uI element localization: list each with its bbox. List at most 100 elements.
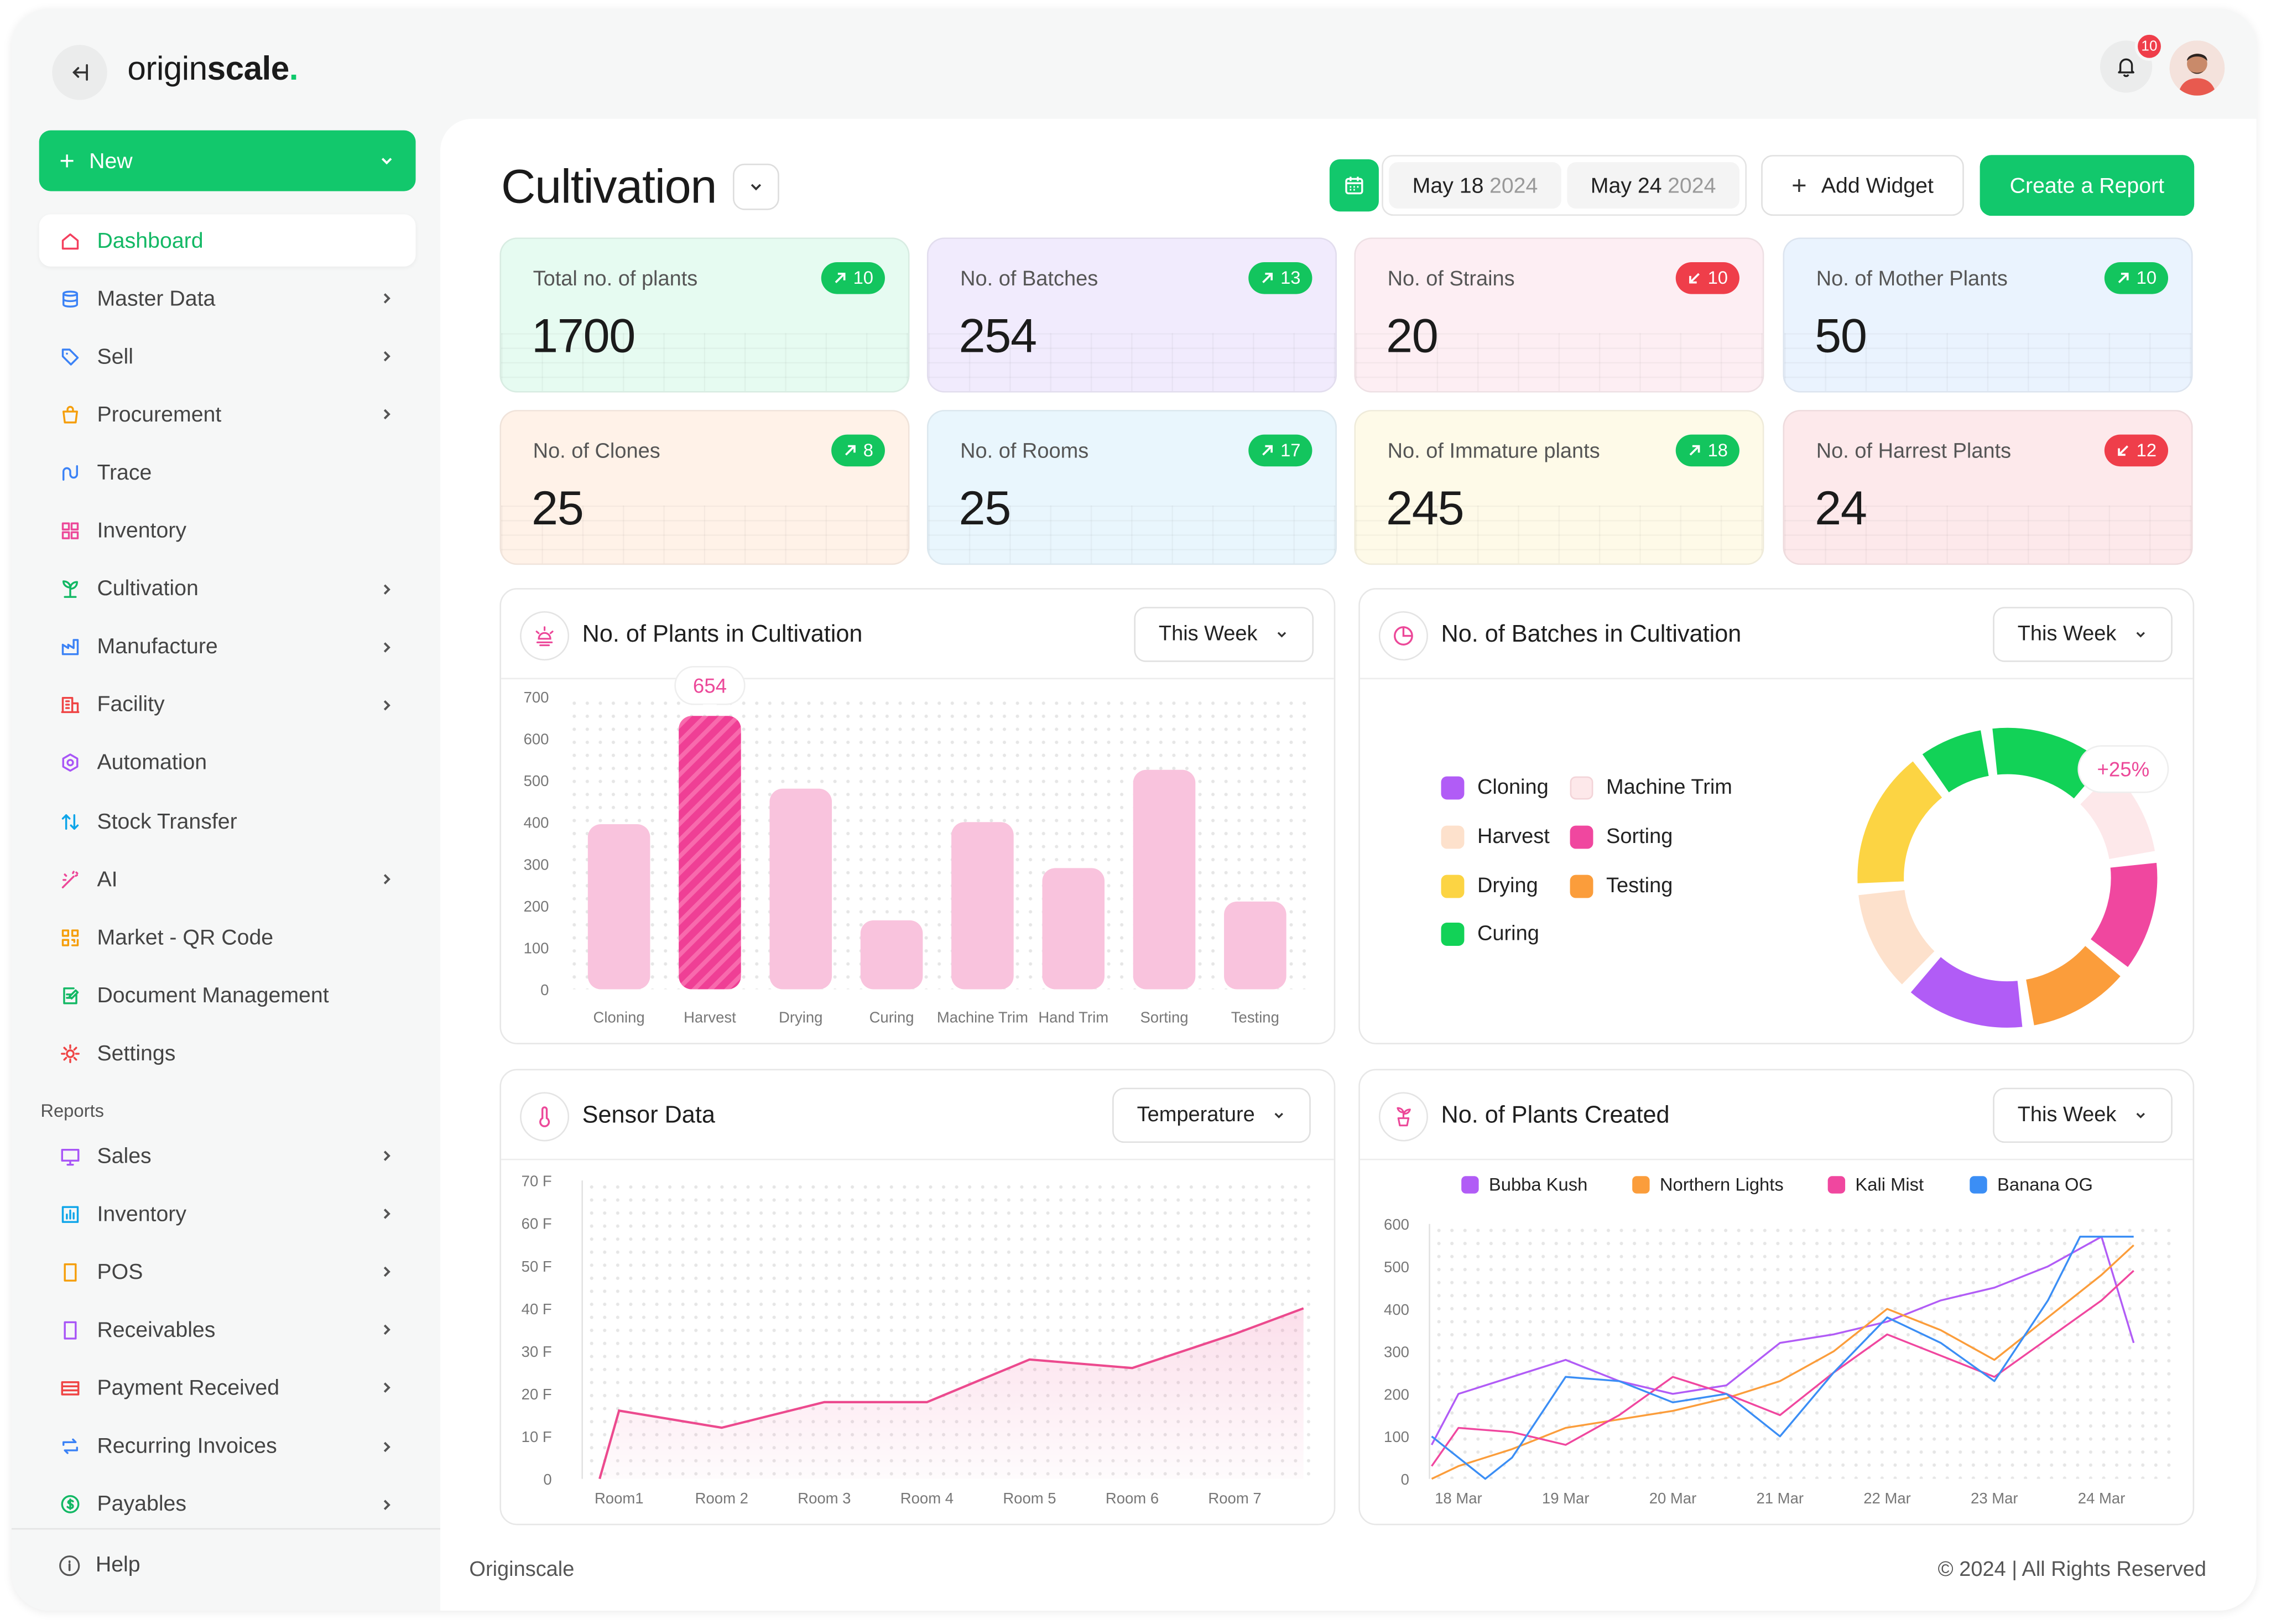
panel-header: Sensor Data Temperature bbox=[501, 1070, 1334, 1160]
sidebar-item-automation[interactable]: Automation bbox=[39, 737, 416, 789]
sidebar-item-stock-transfer[interactable]: Stock Transfer bbox=[39, 795, 416, 847]
sidebar-item-ai[interactable]: AI bbox=[39, 853, 416, 905]
stat-card[interactable]: No. of Clones 25 8 bbox=[499, 410, 910, 565]
new-button[interactable]: + New bbox=[39, 130, 416, 191]
bar[interactable] bbox=[951, 822, 1014, 990]
sidebar-item-payables[interactable]: Payables bbox=[39, 1479, 416, 1531]
sidebar-item-procurement[interactable]: Procurement bbox=[39, 389, 416, 441]
stat-card[interactable]: No. of Rooms 25 17 bbox=[926, 410, 1337, 565]
stat-card[interactable]: No. of Mother Plants 50 10 bbox=[1783, 237, 2193, 393]
series-line[interactable] bbox=[1431, 1269, 2134, 1467]
date-from-field[interactable]: May 18 2024 bbox=[1389, 162, 1561, 209]
x-tick-label: 18 Mar bbox=[1435, 1490, 1482, 1507]
calendar-button[interactable] bbox=[1329, 159, 1379, 212]
legend-item[interactable]: Sorting bbox=[1570, 825, 1673, 849]
series-line[interactable] bbox=[1430, 1236, 2135, 1445]
legend-swatch bbox=[1441, 776, 1465, 800]
sidebar-item-settings[interactable]: Settings bbox=[39, 1028, 416, 1080]
help-link[interactable]: Help bbox=[58, 1553, 140, 1578]
sidebar-item-inventory[interactable]: Inventory bbox=[39, 1188, 416, 1240]
legend-label: Machine Trim bbox=[1606, 776, 1732, 800]
bar[interactable] bbox=[1224, 901, 1286, 990]
legend-item[interactable]: Bubba Kush bbox=[1461, 1175, 1587, 1195]
legend-item[interactable]: Testing bbox=[1570, 875, 1673, 898]
sidebar-item-facility[interactable]: Facility bbox=[39, 679, 416, 731]
user-avatar[interactable] bbox=[2169, 40, 2225, 96]
bar[interactable] bbox=[1042, 868, 1105, 990]
page-switcher-dropdown[interactable] bbox=[733, 163, 779, 210]
create-report-button[interactable]: Create a Report bbox=[1980, 155, 2195, 216]
x-tick-label: Curing bbox=[869, 1009, 914, 1026]
trend-badge: 13 bbox=[1248, 262, 1312, 294]
date-to-field[interactable]: May 24 2024 bbox=[1567, 162, 1739, 209]
sidebar-item-master-data[interactable]: Master Data bbox=[39, 273, 416, 325]
donut-segment[interactable] bbox=[1857, 888, 1936, 986]
legend-item[interactable]: Cloning bbox=[1441, 776, 1549, 800]
legend-label: Banana OG bbox=[1997, 1174, 2093, 1195]
stat-card[interactable]: Total no. of plants 1700 10 bbox=[499, 237, 910, 393]
stat-card[interactable]: No. of Harrest Plants 24 12 bbox=[1783, 410, 2193, 565]
donut-segment[interactable] bbox=[2024, 944, 2122, 1027]
y-tick-label: 200 bbox=[1384, 1386, 1409, 1403]
legend-item[interactable]: Drying bbox=[1441, 875, 1538, 898]
sidebar-item-label: Market - QR Code bbox=[97, 925, 274, 950]
created-period-dropdown[interactable]: This Week bbox=[1993, 1087, 2173, 1143]
y-tick-label: 30 F bbox=[522, 1343, 552, 1360]
bar-chart: 700 600 500 400 300 200 100 0 Cloning Harvest 654 D… bbox=[524, 665, 1286, 1026]
sidebar-item-document-management[interactable]: Document Management bbox=[39, 970, 416, 1022]
bar[interactable] bbox=[1133, 769, 1196, 990]
sidebar-item-payment-received[interactable]: Payment Received bbox=[39, 1362, 416, 1414]
sidebar-item-label: Dashboard bbox=[97, 228, 204, 253]
stat-value: 245 bbox=[1386, 481, 1465, 535]
bar[interactable] bbox=[769, 788, 832, 990]
plants-period-dropdown[interactable]: This Week bbox=[1134, 607, 1314, 662]
legend-item[interactable]: Harvest bbox=[1441, 825, 1550, 849]
donut-segment[interactable] bbox=[2088, 861, 2159, 969]
donut-segment[interactable] bbox=[1909, 955, 2024, 1029]
batches-in-cultivation-panel: No. of Batches in Cultivation This Week … bbox=[1358, 588, 2195, 1045]
panel-title: Sensor Data bbox=[582, 1102, 715, 1128]
sidebar-item-cultivation[interactable]: Cultivation bbox=[39, 563, 416, 615]
batches-period-dropdown[interactable]: This Week bbox=[1993, 607, 2173, 662]
bar[interactable] bbox=[587, 824, 650, 990]
stat-card[interactable]: No. of Strains 20 10 bbox=[1354, 237, 1764, 393]
series-line[interactable] bbox=[1431, 1236, 2134, 1480]
plus-icon: + bbox=[1791, 170, 1807, 200]
sidebar-item-inventory[interactable]: Inventory bbox=[39, 505, 416, 557]
sidebar-item-market-qr-code[interactable]: Market - QR Code bbox=[39, 912, 416, 964]
sidebar-item-sales[interactable]: Sales bbox=[39, 1130, 416, 1182]
plants-created-panel: No. of Plants Created This Week Bubba Ku… bbox=[1358, 1069, 2195, 1526]
sidebar-item-recurring-invoices[interactable]: Recurring Invoices bbox=[39, 1420, 416, 1472]
donut-segment[interactable] bbox=[1920, 728, 1991, 794]
sidebar-item-receivables[interactable]: Receivables bbox=[39, 1304, 416, 1356]
legend-item[interactable]: Northern Lights bbox=[1632, 1175, 1784, 1195]
add-widget-button[interactable]: + Add Widget bbox=[1761, 155, 1964, 216]
bar[interactable] bbox=[679, 716, 741, 990]
legend-item[interactable]: Machine Trim bbox=[1570, 776, 1732, 800]
sidebar-item-label: Sales bbox=[97, 1143, 152, 1168]
sidebar-item-manufacture[interactable]: Manufacture bbox=[39, 621, 416, 673]
legend-item[interactable]: Banana OG bbox=[1970, 1175, 2093, 1195]
sensor-metric-dropdown[interactable]: Temperature bbox=[1112, 1087, 1311, 1143]
donut-segment[interactable] bbox=[1856, 759, 1944, 885]
x-tick-label: Room 5 bbox=[1003, 1490, 1056, 1507]
sensor-data-panel: Sensor Data Temperature 70 F 60 F 50 F 40 F… bbox=[499, 1069, 1336, 1526]
legend-item[interactable]: Kali Mist bbox=[1827, 1175, 1924, 1195]
trend-value: 17 bbox=[1280, 440, 1301, 461]
bar[interactable] bbox=[860, 920, 923, 990]
sidebar-item-sell[interactable]: Sell bbox=[39, 331, 416, 383]
area-line[interactable] bbox=[598, 1307, 1304, 1480]
legend-label: Northern Lights bbox=[1659, 1174, 1784, 1195]
sidebar-item-pos[interactable]: POS bbox=[39, 1246, 416, 1298]
stat-card[interactable]: No. of Batches 254 13 bbox=[926, 237, 1337, 393]
legend-item[interactable]: Curing bbox=[1441, 923, 1539, 946]
sidebar-item-dashboard[interactable]: Dashboard bbox=[39, 214, 416, 267]
panel-title: No. of Plants Created bbox=[1441, 1102, 1670, 1128]
sidebar-item-trace[interactable]: Trace bbox=[39, 447, 416, 499]
dropdown-value: This Week bbox=[2017, 1104, 2117, 1127]
y-tick-label: 60 F bbox=[522, 1215, 552, 1232]
series-line[interactable] bbox=[1431, 1244, 2134, 1480]
stat-card[interactable]: No. of Immature plants 245 18 bbox=[1354, 410, 1764, 565]
collapse-sidebar-button[interactable] bbox=[52, 45, 107, 100]
y-tick-label: 100 bbox=[524, 939, 549, 956]
